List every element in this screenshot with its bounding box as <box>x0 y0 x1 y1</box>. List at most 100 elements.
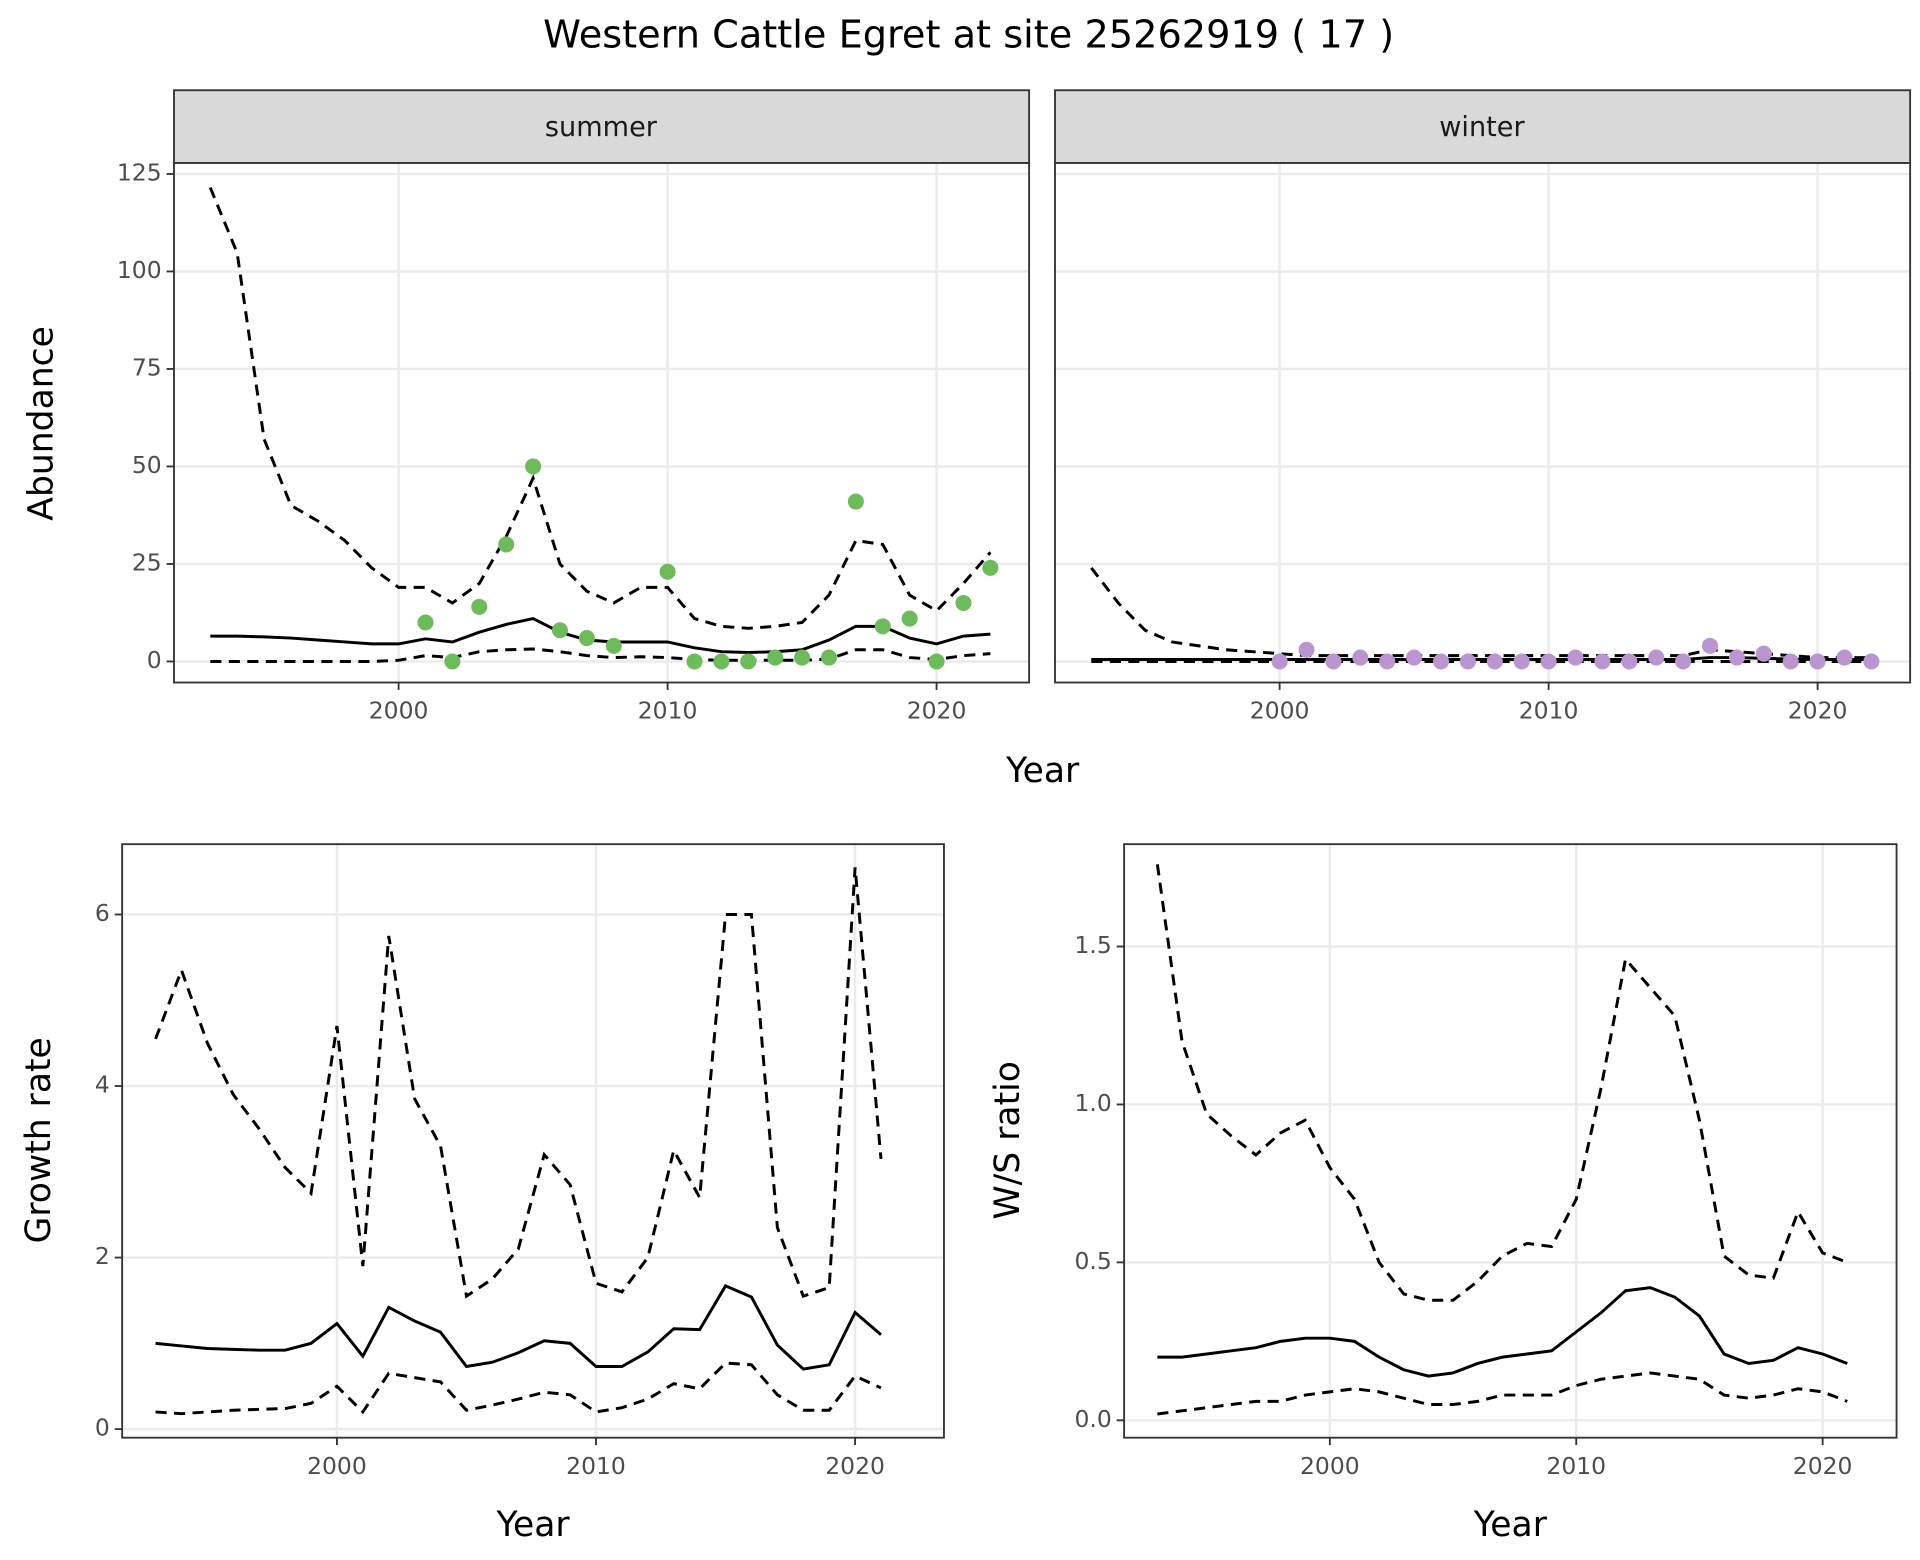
point <box>874 618 891 635</box>
y-tick-label: 1.5 <box>1074 931 1111 959</box>
point <box>820 649 837 666</box>
dashed-line <box>1155 864 1848 1302</box>
plot-area <box>1055 163 1911 683</box>
dashed-line <box>208 187 992 630</box>
dashed-line <box>154 867 883 1299</box>
y-tick-label: 75 <box>132 353 162 381</box>
point <box>605 637 622 654</box>
point <box>767 649 784 666</box>
point <box>955 594 972 611</box>
point <box>686 653 703 670</box>
point <box>1621 653 1638 670</box>
x-tick-label: 2020 <box>1793 1452 1853 1480</box>
point <box>982 559 999 576</box>
point <box>1271 653 1288 670</box>
x-tick-label: 2000 <box>369 697 429 725</box>
point <box>498 536 515 553</box>
point <box>1648 649 1665 666</box>
point <box>1486 653 1503 670</box>
point <box>578 630 595 647</box>
x-tick-label: 2010 <box>638 697 698 725</box>
y-tick-label: 2 <box>95 1242 110 1270</box>
x-tick-label: 2000 <box>1300 1452 1360 1480</box>
point <box>1540 653 1557 670</box>
point <box>417 614 434 631</box>
point <box>713 653 730 670</box>
y-axis-title: Growth rate <box>19 1037 59 1243</box>
x-tick-label: 2010 <box>1519 697 1579 725</box>
facet-label: winter <box>1439 112 1525 143</box>
y-tick-label: 4 <box>95 1071 110 1099</box>
y-tick-label: 100 <box>117 256 162 284</box>
x-tick-label: 2020 <box>1788 697 1848 725</box>
x-tick-label: 2020 <box>907 697 967 725</box>
point <box>659 563 676 580</box>
y-tick-label: 50 <box>132 451 162 479</box>
panel-border <box>173 162 1031 684</box>
point <box>1863 653 1880 670</box>
plot-area <box>1124 844 1897 1438</box>
x-tick-label: 2010 <box>1546 1452 1606 1480</box>
y-tick-label: 6 <box>95 899 110 927</box>
plot-area <box>173 163 1030 683</box>
facet-strip <box>1054 89 1912 164</box>
y-tick-label: 0 <box>95 1414 110 1442</box>
dashed-line <box>155 1361 882 1416</box>
y-tick-label: 0 <box>147 646 162 674</box>
dashed-line <box>210 647 991 663</box>
y-tick-label: 1.0 <box>1074 1089 1111 1117</box>
y-tick-label: 0.5 <box>1074 1247 1111 1275</box>
point <box>1513 653 1530 670</box>
x-tick-label: 2020 <box>825 1452 885 1480</box>
panel-border <box>121 843 945 1439</box>
x-axis-title: Year <box>495 1505 570 1545</box>
facet-label: summer <box>545 112 658 143</box>
point <box>794 649 811 666</box>
y-axis-title: W/S ratio <box>988 1061 1028 1219</box>
point <box>1836 649 1853 666</box>
y-tick-label: 125 <box>117 158 162 186</box>
point <box>928 653 945 670</box>
chart-title: Western Cattle Egret at site 25262919 ( … <box>543 13 1394 58</box>
line <box>155 1284 882 1371</box>
point <box>551 622 569 639</box>
facet-strip <box>173 89 1031 164</box>
point <box>1728 649 1745 666</box>
panel-border <box>1123 843 1898 1439</box>
x-axis-title: Year <box>1005 751 1080 791</box>
point <box>1352 649 1369 666</box>
point <box>1567 649 1584 666</box>
point <box>1379 653 1396 670</box>
point <box>1782 653 1799 670</box>
x-axis-title: Year <box>1473 1505 1548 1545</box>
point <box>1809 653 1826 670</box>
point <box>1325 653 1342 670</box>
point <box>444 653 461 670</box>
point <box>1459 653 1476 670</box>
x-tick-label: 2000 <box>307 1452 367 1480</box>
dashed-line <box>1157 1371 1848 1416</box>
point <box>1755 645 1772 662</box>
plot-area <box>122 844 944 1438</box>
point <box>847 493 864 510</box>
point <box>1432 653 1450 670</box>
point <box>1406 649 1423 666</box>
x-tick-label: 2000 <box>1250 697 1310 725</box>
point <box>901 610 918 627</box>
point <box>471 598 488 615</box>
y-tick-label: 25 <box>132 548 162 576</box>
point <box>1675 653 1692 670</box>
line <box>1157 1286 1848 1378</box>
point <box>740 653 757 670</box>
point <box>525 458 542 475</box>
point <box>1594 653 1611 670</box>
point <box>1701 637 1719 654</box>
panel-border <box>1054 162 1912 684</box>
y-axis-title: Abundance <box>22 326 62 521</box>
x-tick-label: 2010 <box>566 1452 626 1480</box>
line <box>210 616 991 654</box>
point <box>1298 641 1315 658</box>
y-tick-label: 0.0 <box>1074 1405 1111 1433</box>
